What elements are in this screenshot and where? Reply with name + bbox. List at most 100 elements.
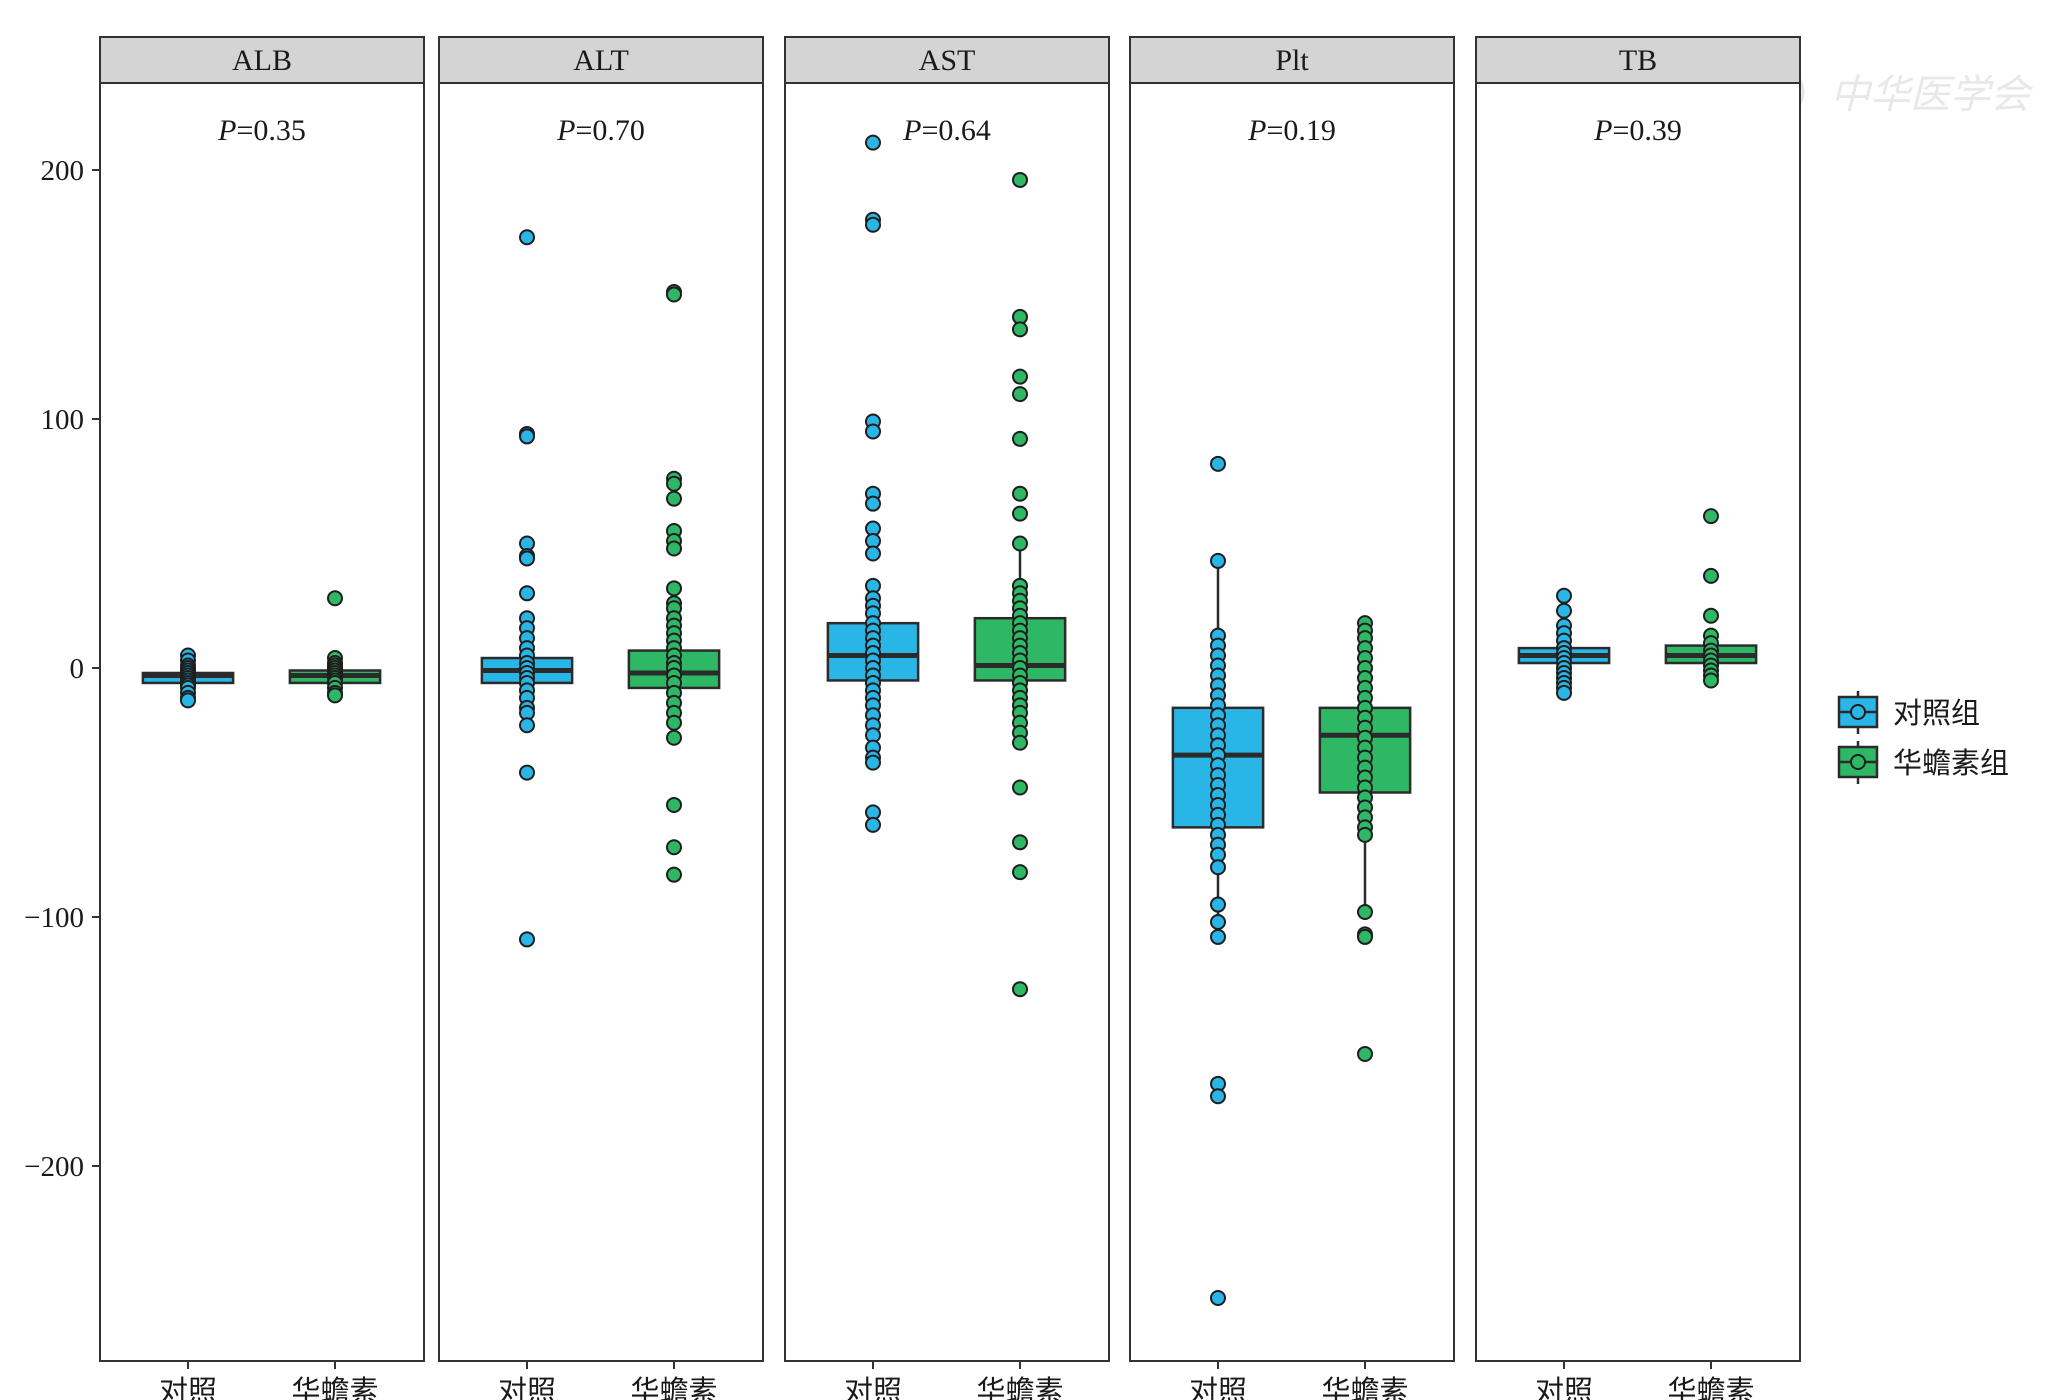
x-tick-label: 华蟾素 xyxy=(1321,1374,1408,1400)
data-point xyxy=(666,475,682,492)
p-value-label: P=0.64 xyxy=(902,114,991,147)
x-tick-label: 华蟾素 xyxy=(291,1374,378,1400)
facet-label: Plt xyxy=(1275,44,1309,77)
p-value-label: P=0.39 xyxy=(1593,114,1682,147)
data-point xyxy=(1012,321,1028,338)
data-point xyxy=(519,428,535,445)
legend-label: 华蟾素组 xyxy=(1893,746,2009,780)
data-point xyxy=(1357,1045,1373,1062)
data-point xyxy=(519,550,535,567)
box-group-treatment xyxy=(288,590,382,704)
panel-alt: ALT P=0.70 对照 华蟾素 xyxy=(438,36,764,1400)
x-tick-label: 对照 xyxy=(498,1374,556,1400)
data-point xyxy=(519,585,535,602)
legend-label: 对照组 xyxy=(1893,696,1980,730)
data-point xyxy=(1012,505,1028,522)
panel-ast: AST P=0.64 对照 华蟾素 xyxy=(784,36,1110,1400)
data-point xyxy=(327,590,343,607)
box-group-treatment xyxy=(1318,615,1412,1062)
y-tick-label: 200 xyxy=(41,155,85,187)
x-tick-label: 对照 xyxy=(159,1374,217,1400)
box-group-treatment xyxy=(1664,508,1758,689)
data-point xyxy=(1210,896,1226,913)
data-point xyxy=(180,692,196,709)
data-point xyxy=(865,495,881,512)
panel-frame xyxy=(99,82,425,1362)
panel-tb: TB P=0.39 对照 华蟾素 xyxy=(1475,36,1801,1400)
legend-key-point-icon xyxy=(1850,754,1866,770)
panel-frame xyxy=(438,82,764,1362)
x-tick-label: 对照 xyxy=(1189,1374,1247,1400)
y-tick-label: −100 xyxy=(24,902,84,934)
legend-item: 对照组 xyxy=(1837,691,1980,734)
data-point xyxy=(1012,485,1028,502)
p-value-symbol: P xyxy=(217,114,236,147)
p-value-label: P=0.70 xyxy=(556,114,645,147)
data-point xyxy=(865,216,881,233)
box-group-control xyxy=(1171,455,1265,1306)
data-point xyxy=(1210,455,1226,472)
data-point xyxy=(865,423,881,440)
data-point xyxy=(1012,430,1028,447)
facet-label: AST xyxy=(919,44,976,77)
facet-label: TB xyxy=(1619,44,1657,77)
p-value-symbol: P xyxy=(556,114,575,147)
x-tick-label: 对照 xyxy=(844,1374,902,1400)
p-value-number: =0.35 xyxy=(236,114,305,147)
data-point xyxy=(666,866,682,883)
facet-label: ALT xyxy=(573,44,629,77)
data-point xyxy=(865,545,881,562)
data-point xyxy=(1210,928,1226,945)
data-point xyxy=(1556,602,1572,619)
facet-strip xyxy=(1129,36,1455,84)
data-point xyxy=(1012,779,1028,796)
p-value-symbol: P xyxy=(1593,114,1612,147)
data-point xyxy=(1703,607,1719,624)
data-point xyxy=(1012,734,1028,751)
data-point xyxy=(1703,508,1719,525)
data-point xyxy=(1210,913,1226,930)
p-value-number: =0.19 xyxy=(1266,114,1335,147)
p-value-number: =0.39 xyxy=(1612,114,1681,147)
data-point xyxy=(666,490,682,507)
y-axis: 200 100 0 −100 −200 xyxy=(24,155,100,1183)
x-tick-label: 华蟾素 xyxy=(976,1374,1063,1400)
y-tick-label: 100 xyxy=(41,404,85,436)
panel-alb: ALB P=0.35 对照 华蟾素 xyxy=(99,36,425,1400)
data-point xyxy=(865,816,881,833)
box-group-treatment xyxy=(973,171,1067,998)
data-point xyxy=(1210,1289,1226,1306)
data-point xyxy=(1012,386,1028,403)
p-value-label: P=0.19 xyxy=(1247,114,1336,147)
data-point xyxy=(1012,981,1028,998)
box-group-control xyxy=(826,134,920,833)
legend-item: 华蟾素组 xyxy=(1837,741,2009,784)
panel-frame xyxy=(1475,82,1801,1362)
x-tick-label: 华蟾素 xyxy=(630,1374,717,1400)
data-point xyxy=(519,764,535,781)
data-point xyxy=(666,580,682,597)
data-point xyxy=(865,134,881,151)
p-value-symbol: P xyxy=(902,114,921,147)
data-point xyxy=(327,687,343,704)
watermark-logo: 中华医学会 xyxy=(1755,67,2034,118)
panels: ALBP=0.35对照 华蟾素ALTP=0.70对照 华蟾素ASTP=0.64对照华… xyxy=(99,36,1801,1400)
data-point xyxy=(1012,368,1028,385)
data-point xyxy=(1012,864,1028,881)
data-point xyxy=(666,729,682,746)
y-tick-label: 0 xyxy=(70,653,85,685)
data-point xyxy=(865,754,881,771)
panel-plt: Plt P=0.19 对照 华蟾素 xyxy=(1129,36,1455,1400)
y-tick-label: −200 xyxy=(24,1151,84,1183)
p-value-symbol: P xyxy=(1247,114,1266,147)
data-point xyxy=(666,714,682,731)
panel-frame xyxy=(784,82,1110,1362)
watermark-text: 中华医学会 xyxy=(1830,72,2034,118)
box-group-control xyxy=(141,647,235,709)
data-point xyxy=(1210,859,1226,876)
p-value-number: =0.70 xyxy=(575,114,644,147)
data-point xyxy=(1210,552,1226,569)
data-point xyxy=(519,931,535,948)
